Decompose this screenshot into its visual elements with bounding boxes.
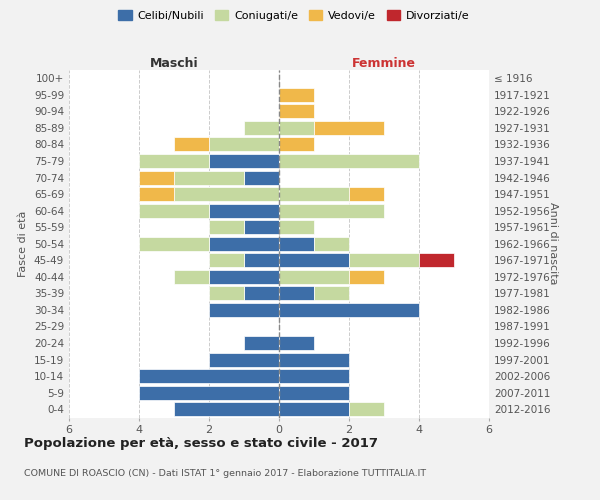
Bar: [244, 286, 279, 300]
Bar: [174, 187, 279, 201]
Y-axis label: Fasce di età: Fasce di età: [19, 210, 28, 277]
Bar: [349, 254, 419, 268]
Bar: [244, 170, 279, 184]
Bar: [279, 254, 349, 268]
Text: Maschi: Maschi: [149, 57, 199, 70]
Text: Femmine: Femmine: [352, 57, 416, 70]
Bar: [349, 402, 384, 416]
Bar: [279, 121, 314, 135]
Bar: [279, 138, 314, 151]
Bar: [279, 154, 419, 168]
Text: Popolazione per età, sesso e stato civile - 2017: Popolazione per età, sesso e stato civil…: [24, 438, 378, 450]
Bar: [279, 204, 384, 218]
Bar: [139, 369, 279, 383]
Bar: [139, 154, 209, 168]
Bar: [279, 88, 314, 102]
Bar: [314, 236, 349, 251]
Bar: [314, 286, 349, 300]
Bar: [244, 121, 279, 135]
Bar: [174, 402, 279, 416]
Bar: [279, 270, 349, 284]
Bar: [139, 236, 209, 251]
Bar: [174, 270, 209, 284]
Bar: [279, 286, 314, 300]
Bar: [279, 336, 314, 350]
Legend: Celibi/Nubili, Coniugati/e, Vedovi/e, Divorziati/e: Celibi/Nubili, Coniugati/e, Vedovi/e, Di…: [114, 6, 474, 25]
Bar: [209, 254, 244, 268]
Bar: [419, 254, 454, 268]
Bar: [279, 220, 314, 234]
Bar: [209, 303, 279, 317]
Bar: [139, 187, 174, 201]
Bar: [349, 187, 384, 201]
Bar: [279, 386, 349, 400]
Bar: [209, 270, 279, 284]
Bar: [349, 270, 384, 284]
Bar: [209, 204, 279, 218]
Bar: [209, 220, 244, 234]
Bar: [139, 386, 279, 400]
Bar: [279, 104, 314, 118]
Bar: [209, 236, 279, 251]
Bar: [209, 154, 279, 168]
Bar: [209, 286, 244, 300]
Bar: [314, 121, 384, 135]
Bar: [174, 138, 209, 151]
Bar: [279, 303, 419, 317]
Bar: [279, 369, 349, 383]
Bar: [139, 170, 174, 184]
Bar: [279, 187, 349, 201]
Text: COMUNE DI ROASCIO (CN) - Dati ISTAT 1° gennaio 2017 - Elaborazione TUTTITALIA.IT: COMUNE DI ROASCIO (CN) - Dati ISTAT 1° g…: [24, 468, 426, 477]
Y-axis label: Anni di nascita: Anni di nascita: [548, 202, 557, 285]
Bar: [244, 220, 279, 234]
Bar: [139, 204, 209, 218]
Bar: [279, 236, 314, 251]
Bar: [244, 336, 279, 350]
Bar: [279, 352, 349, 366]
Bar: [209, 138, 279, 151]
Bar: [279, 402, 349, 416]
Bar: [244, 254, 279, 268]
Bar: [174, 170, 244, 184]
Bar: [209, 352, 279, 366]
